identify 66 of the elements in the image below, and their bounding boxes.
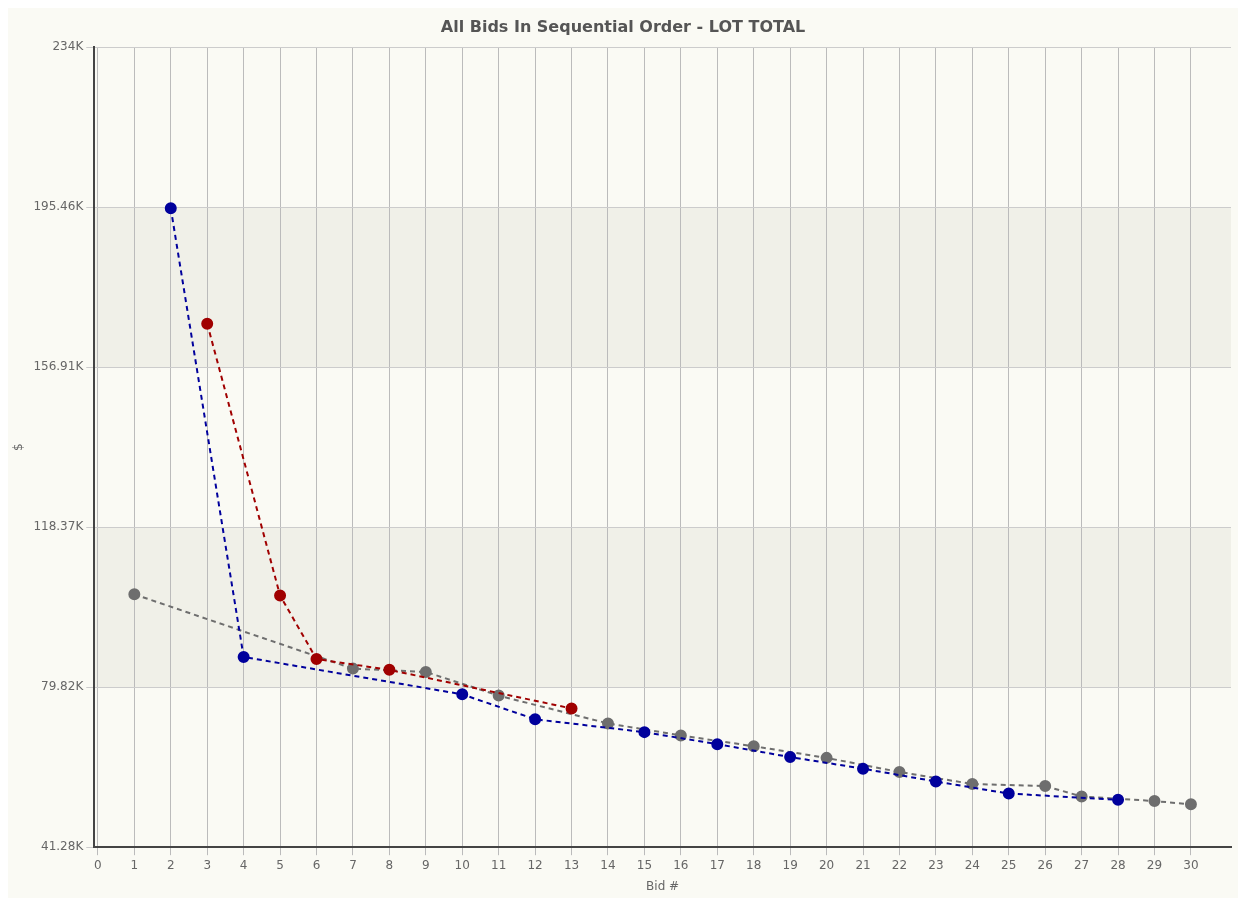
x-tick-label: 25 [1001,857,1017,872]
point [784,751,797,764]
x-tick-label: 19 [782,857,798,872]
point [601,717,614,730]
point [1002,787,1015,800]
x-tick-label: 30 [1183,857,1199,872]
point [456,688,469,701]
x-tick-label: 16 [673,857,689,872]
point [820,751,833,764]
x-tick-label: 17 [709,857,725,872]
x-tick-label: 11 [491,857,507,872]
point [638,726,651,739]
point [711,738,724,751]
x-tick-label: 24 [964,857,980,872]
x-tick-label: 13 [563,857,580,872]
point [419,665,432,678]
point [966,778,979,791]
y-axis-title: $ [11,443,26,452]
point [128,588,141,601]
x-tick-label: 21 [855,857,871,872]
x-tick-label: 27 [1073,857,1090,872]
point [529,713,542,726]
y-tick-label: 195.46K [33,199,85,214]
y-tick-label: 234K [52,39,85,54]
x-tick-label: 0 [94,857,102,872]
point [747,740,760,753]
x-tick-label: 22 [891,857,908,872]
y-tick-label: 156.91K [33,359,85,374]
x-tick-label: 1 [130,857,139,872]
point [1112,793,1125,806]
point [1148,795,1161,808]
x-tick-label: 7 [349,857,357,872]
x-tick-label: 26 [1037,857,1053,872]
x-tick-label: 9 [421,857,430,872]
y-tick-label: 79.82K [41,679,85,694]
point [310,653,323,666]
x-tick-label: 3 [203,857,212,872]
x-tick-label: 29 [1146,857,1163,872]
point [164,202,177,215]
y-tick-label: 41.28K [41,839,85,854]
x-tick-label: 14 [600,857,616,872]
x-tick-label: 12 [527,857,543,872]
point [1039,780,1052,793]
x-tick-label: 10 [454,857,470,872]
point [346,662,359,675]
x-tick-label: 4 [239,857,248,872]
x-tick-label: 6 [312,857,321,872]
y-tick-label: 118.37K [33,519,85,534]
x-axis-title: Bid # [646,878,680,893]
x-tick-label: 5 [276,857,284,872]
x-tick-label: 18 [746,857,762,872]
point [237,651,250,663]
point [929,775,942,788]
point [857,762,870,775]
x-tick-label: 8 [385,857,394,872]
point [383,663,396,676]
x-tick-label: 15 [636,857,653,872]
x-tick-label: 23 [928,857,944,872]
x-tick-label: 20 [818,857,835,872]
x-tick-label: 28 [1110,857,1126,872]
point [565,702,578,715]
point [201,317,214,330]
x-tick-label: 2 [166,857,175,872]
point [1184,798,1197,811]
chart-title: All Bids In Sequential Order - LOT TOTAL [440,16,806,36]
point [274,589,287,602]
